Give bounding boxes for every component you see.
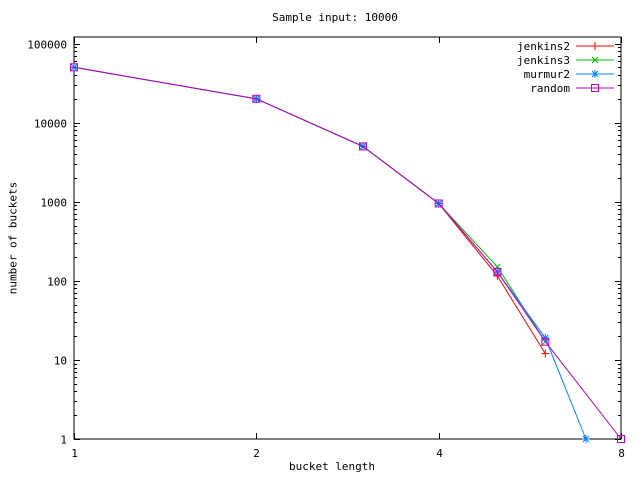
chart-title: Sample input: 10000 (272, 11, 398, 24)
legend-label: random (530, 82, 570, 95)
series-jenkins2 (70, 63, 550, 358)
legend-label: murmur2 (524, 68, 570, 81)
legend-item-jenkins2: jenkins2 (517, 40, 614, 53)
legend-label: jenkins3 (517, 54, 570, 67)
marker-square-open (434, 199, 443, 208)
y-axis-ticks: 1 10 100 1000 10000 100000 (27, 39, 621, 447)
x-tick-label: 2 (253, 447, 260, 460)
y-tick-label: 10 (54, 355, 67, 368)
marker-asterisk (591, 70, 599, 78)
y-tick-label: 1 (60, 434, 67, 447)
x-tick-label: 8 (618, 447, 625, 460)
y-tick-label: 10000 (34, 118, 67, 131)
y-tick-label: 100 (47, 276, 67, 289)
y-tick-label: 100000 (27, 39, 67, 52)
x-axis-ticks: 1 2 4 8 (71, 37, 625, 460)
legend-item-jenkins3: jenkins3 (517, 54, 614, 67)
marker-plus (541, 349, 550, 358)
series-jenkins3 (70, 63, 549, 346)
marker-cross (591, 56, 599, 64)
marker-square-open (617, 435, 625, 443)
marker-square-open (541, 337, 550, 346)
series-murmur2 (70, 63, 590, 443)
plot-border (73, 36, 622, 440)
marker-plus (591, 42, 599, 50)
x-tick-label: 4 (436, 447, 443, 460)
marker-asterisk (581, 435, 590, 443)
series-line-random (73, 66, 622, 440)
y-axis-label: number of buckets (6, 181, 20, 295)
series-random (70, 63, 625, 443)
series-line-murmur2 (73, 66, 587, 440)
marker-square-open (70, 63, 78, 72)
legend-item-random: random (530, 82, 614, 95)
marker-square-open (358, 142, 367, 151)
series-line-jenkins2 (73, 66, 546, 354)
legend-label: jenkins2 (517, 40, 570, 53)
marker-square-open (252, 94, 261, 103)
series-line-jenkins3 (73, 66, 546, 342)
y-tick-label: 1000 (41, 197, 68, 210)
marker-square-open (591, 84, 599, 92)
x-axis-label: bucket length (288, 460, 376, 473)
x-tick-label: 1 (71, 447, 78, 460)
legend-item-murmur2: murmur2 (524, 68, 614, 81)
marker-square-open (493, 267, 502, 276)
